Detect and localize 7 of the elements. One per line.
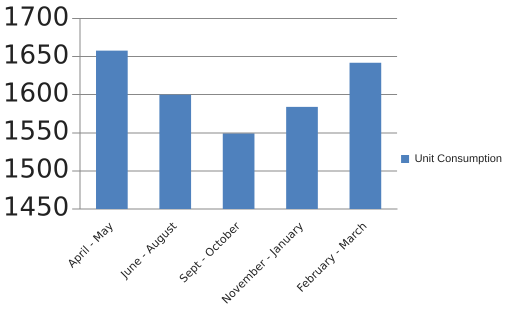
legend-label: Unit Consumption [414,153,502,166]
y-tick-label: 1550 [2,116,70,147]
y-tick-label: 1700 [2,2,70,32]
y-tick-label: 1600 [2,78,70,108]
y-tick-label: 1450 [2,192,70,223]
y-tick-label: 1650 [2,40,70,70]
y-tick-label: 1500 [2,154,70,185]
